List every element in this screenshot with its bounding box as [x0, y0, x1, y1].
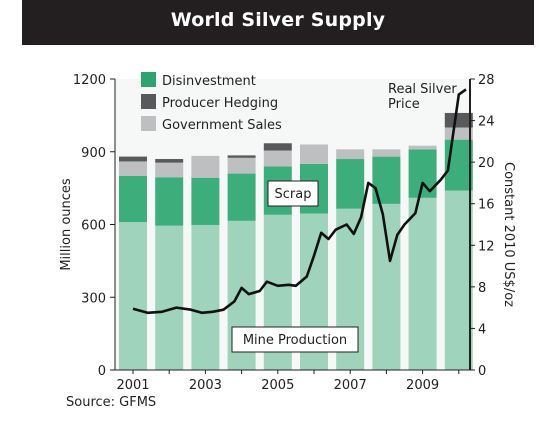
- bar-segment: [444, 127, 473, 140]
- bar-segment: [119, 222, 147, 370]
- scrap-annotation: Scrap: [275, 187, 312, 202]
- right-tick-label: 12: [478, 239, 495, 254]
- bar-layer: [115, 79, 473, 370]
- real-silver-price-line: [132, 88, 467, 315]
- bar-segment: [119, 161, 147, 176]
- x-tick-label: 2001: [116, 378, 149, 393]
- bar-segment: [300, 144, 328, 164]
- bar-segment: [444, 112, 473, 128]
- mine-production-annotation: Mine Production: [243, 333, 347, 348]
- x-tick-label: 2009: [406, 378, 439, 393]
- price-line-layer: [132, 88, 467, 315]
- right-tick-label: 24: [478, 115, 495, 130]
- scrap-label-box: [267, 180, 319, 207]
- bar-segment: [408, 145, 437, 150]
- bar-segment: [155, 177, 184, 226]
- legend: Disinvestment Producer Hedging Government …: [141, 72, 282, 133]
- legend-label: Disinvestment: [162, 74, 256, 89]
- legend-label: Government Sales: [162, 118, 282, 133]
- bar-segment: [263, 150, 292, 167]
- left-tick-label: 1200: [73, 73, 106, 88]
- bar-segment: [155, 159, 184, 163]
- title-bar: World Silver Supply: [22, 0, 534, 45]
- legend-swatch: [141, 72, 156, 87]
- legend-label: Producer Hedging: [162, 96, 278, 111]
- bar-segment: [227, 157, 256, 174]
- right-tick-label: 16: [478, 198, 495, 213]
- right-tick-label: 8: [478, 281, 486, 296]
- bar-segment: [191, 155, 220, 178]
- left-tick-label: 900: [81, 146, 106, 161]
- mine-production-label-box: [231, 326, 359, 353]
- real-price-annotation: Real Silver: [388, 82, 457, 97]
- bar-segment: [191, 177, 220, 225]
- x-tick-label: 2003: [189, 378, 222, 393]
- bar-segment: [263, 143, 292, 151]
- bar-segment: [155, 162, 184, 178]
- bar-segment: [336, 149, 365, 160]
- chart-title: World Silver Supply: [170, 9, 386, 31]
- legend-swatch: [141, 94, 156, 109]
- bar-segment: [227, 155, 256, 158]
- left-tick-label: 0: [98, 364, 106, 379]
- bar-segment: [336, 159, 365, 209]
- left-tick-label: 300: [81, 291, 106, 306]
- bar-segment: [191, 224, 220, 370]
- bar-segment: [444, 190, 473, 370]
- right-tick-label: 0: [478, 364, 486, 379]
- x-tick-label: 2007: [334, 378, 367, 393]
- y-axis-title: Million ounces: [59, 178, 74, 271]
- right-tick-label: 28: [478, 73, 495, 88]
- real-price-annotation: Price: [388, 97, 420, 112]
- bar-segment: [372, 203, 401, 370]
- left-tick-label: 600: [81, 219, 106, 234]
- source-note: Source: GFMS: [66, 395, 157, 410]
- bar-segment: [372, 149, 401, 157]
- right-tick-label: 20: [478, 156, 495, 171]
- legend-swatch: [141, 116, 156, 131]
- bar-segment: [119, 156, 147, 162]
- axes-layer: 0 300 600 900 1200 0 4 8 12 16 20 24 28 2001 2003 2005 2…: [59, 73, 516, 393]
- x-tick-label: 2005: [261, 378, 294, 393]
- right-tick-label: 4: [478, 322, 486, 337]
- y2-axis-title: Constant 2010 US$/oz: [501, 162, 516, 307]
- bar-segment: [408, 149, 437, 198]
- bar-segment: [408, 197, 437, 370]
- bar-segment: [119, 176, 147, 223]
- bar-segment: [155, 225, 184, 370]
- bar-segment: [227, 173, 256, 221]
